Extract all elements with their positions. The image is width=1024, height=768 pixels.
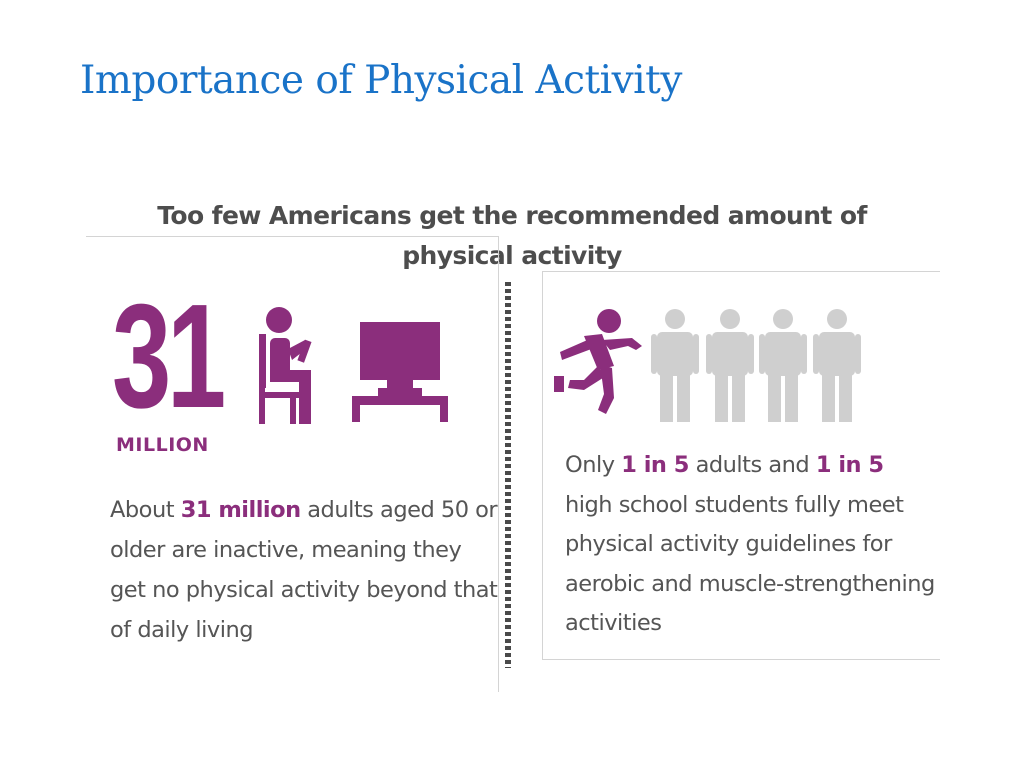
left-panel-top-border	[86, 236, 498, 237]
left-desc-text-start: About	[110, 497, 181, 523]
standing-person-icon	[651, 309, 699, 422]
right-desc-text-end: high school students fully meet physical…	[565, 491, 935, 637]
left-panel-right-border	[498, 236, 499, 692]
right-stat-description: Only 1 in 5 adults and 1 in 5 high schoo…	[565, 446, 937, 644]
right-desc-text-start: Only	[565, 452, 622, 478]
stat-unit-label: MILLION	[116, 434, 209, 456]
left-desc-highlight: 31 million	[180, 497, 301, 523]
left-desc-text-end: adults aged 50 or older are inactive, me…	[110, 497, 498, 643]
right-desc-highlight-adults: 1 in 5	[621, 452, 689, 478]
right-desc-text-middle: adults and	[688, 452, 816, 478]
standing-person-icon	[813, 309, 861, 422]
running-person-icon	[554, 309, 642, 414]
standing-person-icon	[759, 309, 807, 422]
standing-person-icon	[706, 309, 754, 422]
left-stat-description: About 31 million adults aged 50 or older…	[110, 490, 498, 650]
dotted-divider	[505, 282, 511, 668]
right-desc-highlight-students: 1 in 5	[815, 452, 884, 478]
panel-heading: Too few Americans get the recommended am…	[157, 201, 867, 270]
stat-number: 31	[112, 274, 226, 439]
seated-person-icon	[259, 307, 312, 424]
slide-title: Importance of Physical Activity	[80, 58, 682, 103]
television-icon	[352, 322, 448, 422]
right-panel-frame	[542, 271, 940, 660]
